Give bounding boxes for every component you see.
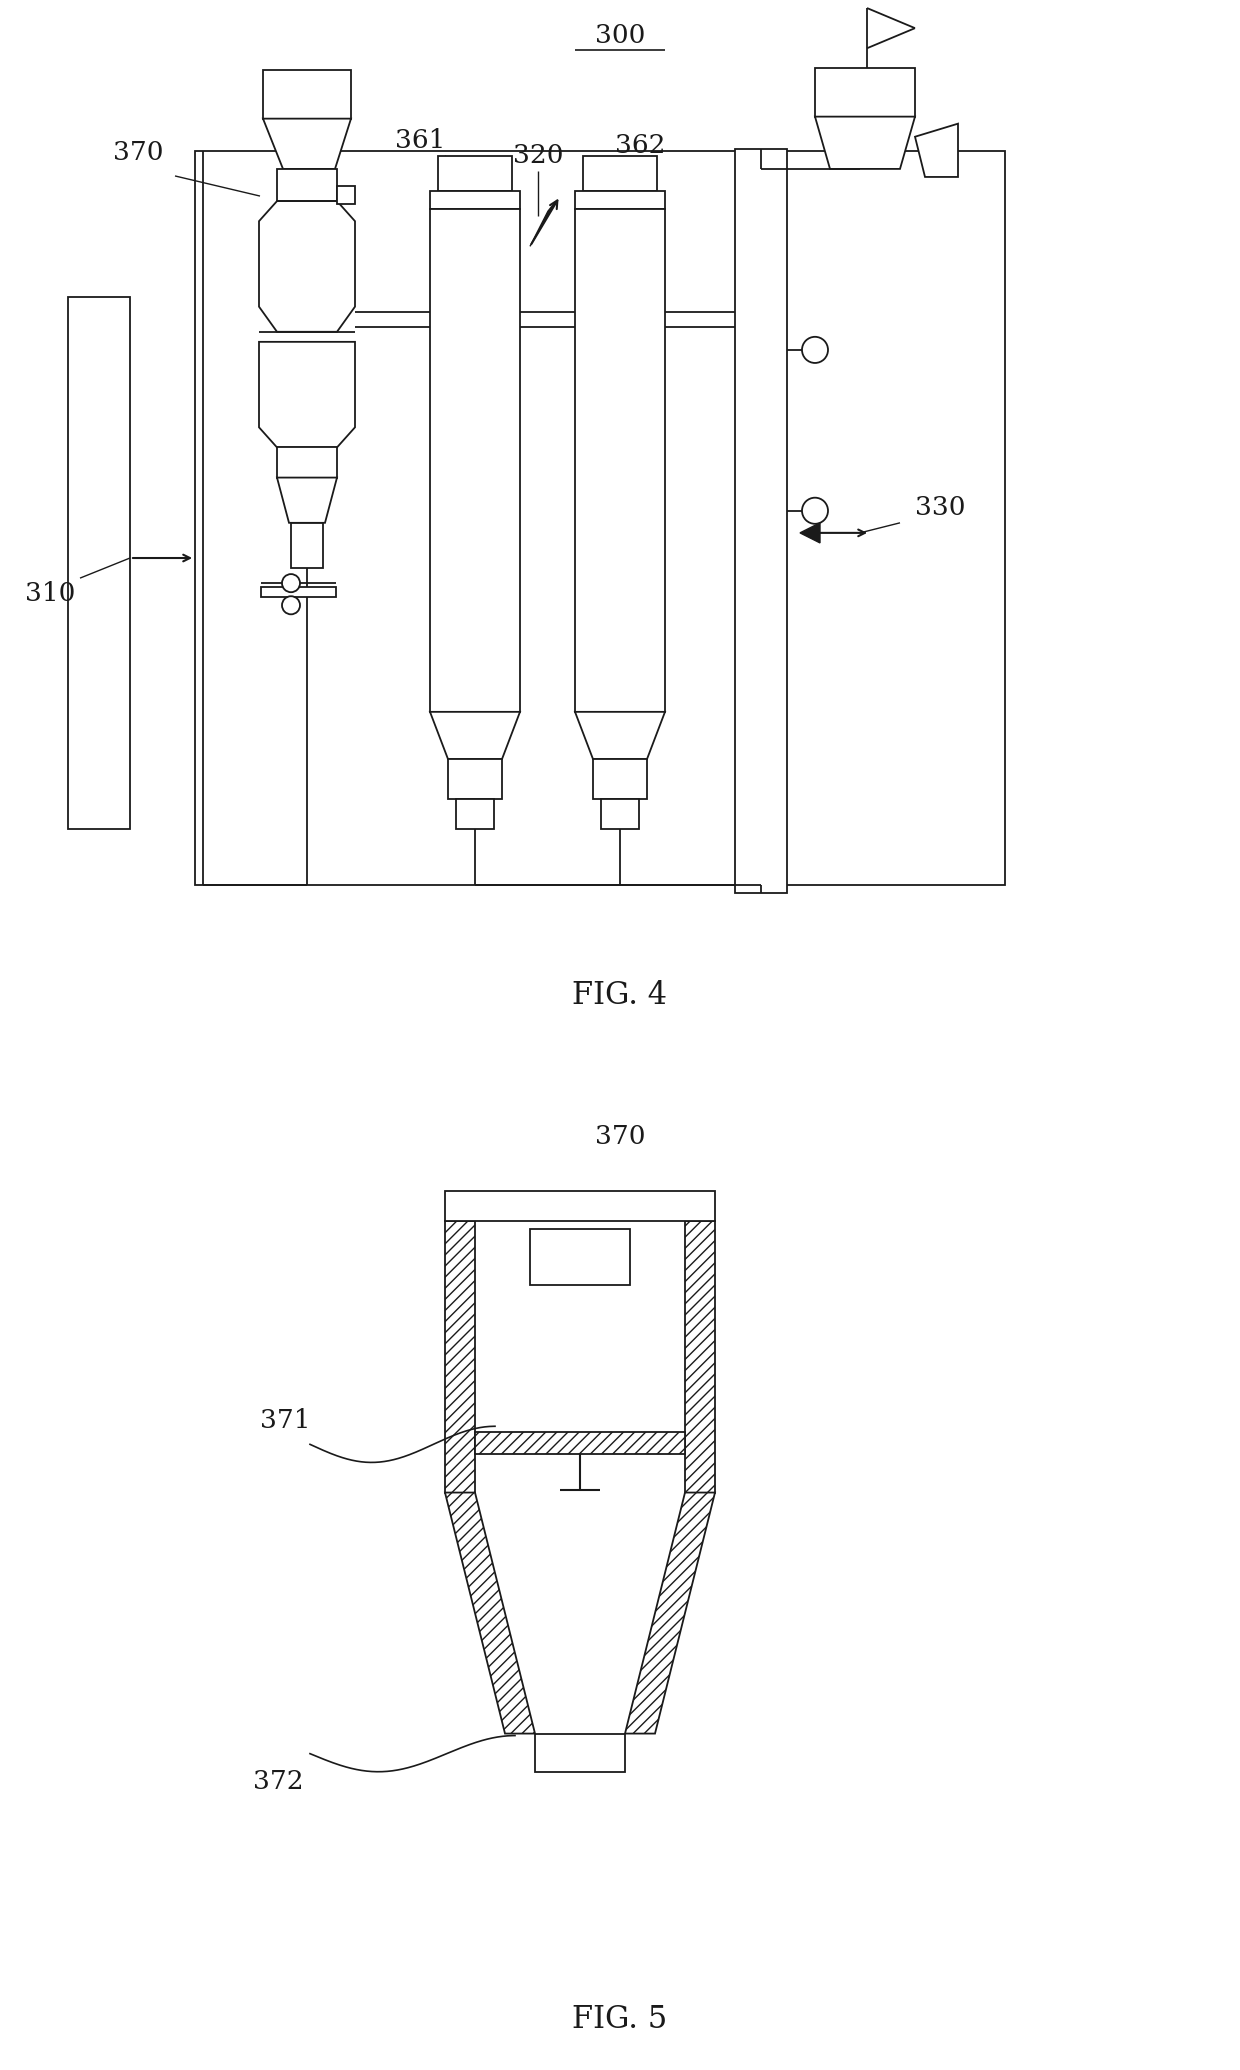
Polygon shape [529,201,556,246]
Text: 330: 330 [915,495,965,520]
Polygon shape [445,1492,534,1733]
Polygon shape [915,124,959,176]
Bar [601,799,639,830]
Polygon shape [430,712,520,760]
Bar [260,588,336,598]
Bar [68,296,130,830]
Bar [448,760,502,799]
Bar [195,151,1004,884]
Bar [815,68,915,116]
Bar [445,1190,715,1221]
Bar [430,209,520,712]
Polygon shape [263,118,351,170]
Bar [430,190,520,209]
Bar [475,1432,684,1455]
Bar [337,186,355,205]
Text: 300: 300 [595,23,645,48]
Text: 361: 361 [394,128,445,153]
Polygon shape [259,342,355,447]
Bar [575,209,665,712]
Bar [263,70,351,118]
Polygon shape [684,1221,715,1492]
Text: 372: 372 [253,1770,304,1795]
Polygon shape [800,524,820,542]
Bar [438,155,512,190]
Text: 370: 370 [595,1124,645,1149]
Bar [277,170,337,201]
Circle shape [802,497,828,524]
Polygon shape [259,201,355,331]
Text: 310: 310 [25,582,76,607]
Polygon shape [815,116,915,170]
Text: 371: 371 [259,1408,310,1432]
Bar [456,799,494,830]
Bar [593,760,647,799]
Bar [534,1733,625,1772]
Text: FIG. 4: FIG. 4 [573,979,667,1010]
Text: FIG. 5: FIG. 5 [573,2004,667,2035]
Bar [529,1230,630,1285]
Polygon shape [625,1492,715,1733]
Circle shape [802,337,828,362]
Polygon shape [575,712,665,760]
Bar [277,447,337,478]
Polygon shape [445,1221,475,1492]
Bar [291,524,322,567]
Text: 370: 370 [113,141,164,166]
Text: 320: 320 [513,143,563,168]
Bar [575,190,665,209]
Circle shape [281,573,300,592]
Circle shape [281,596,300,615]
Polygon shape [277,478,337,524]
Bar [583,155,657,190]
Bar [735,149,787,892]
Text: 362: 362 [615,132,665,157]
